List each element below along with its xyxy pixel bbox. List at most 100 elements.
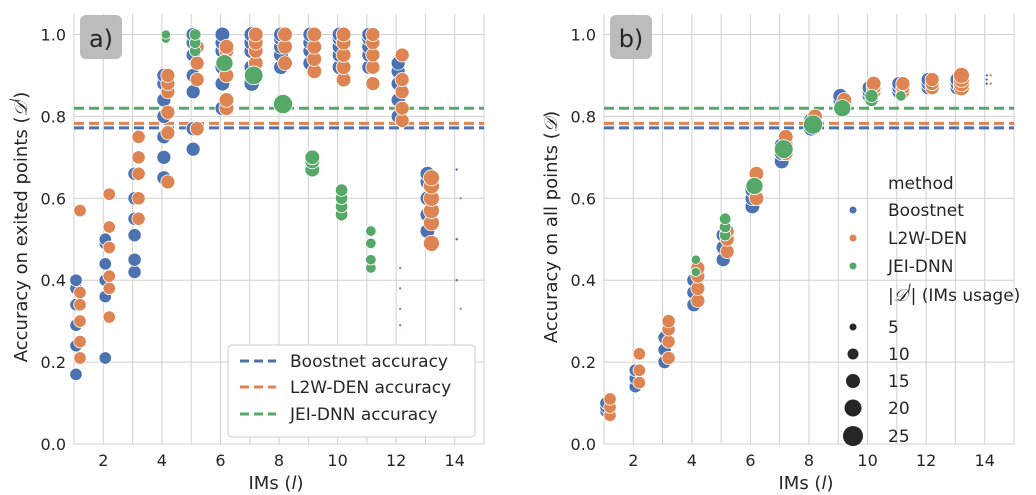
panel-b-label: b) — [619, 25, 644, 53]
legend-size-25-marker — [843, 426, 863, 446]
point-l2w-den — [365, 27, 381, 42]
point-l2w-den — [394, 100, 410, 116]
panel-b-y-label: Accuracy on all points (𝒟) — [541, 111, 562, 343]
point-boostnet — [455, 238, 458, 241]
point-l2w-den — [306, 26, 323, 43]
point-jei-dnn — [773, 139, 794, 159]
x-tick-label: 10 — [327, 451, 347, 470]
point-l2w-den — [632, 363, 646, 377]
legend-size-15-marker — [846, 374, 860, 388]
panel-b-ticks: 0.0 0.2 0.4 0.6 0.8 1.0 2 4 6 8 10 12 14 — [571, 25, 995, 470]
point-l2w-den — [131, 129, 146, 144]
legend-boostnet: Boostnet — [888, 201, 964, 221]
point-l2w-den — [895, 76, 911, 92]
x-tick-label: 14 — [445, 451, 465, 470]
point-boostnet — [69, 273, 83, 287]
point-l2w-den — [989, 82, 992, 85]
y-tick-label: 0.0 — [41, 435, 66, 454]
point-l2w-den — [73, 203, 87, 218]
y-tick-label: 0.4 — [41, 271, 66, 290]
x-tick-label: 2 — [98, 451, 108, 470]
point-boostnet — [185, 141, 201, 157]
point-l2w-den — [632, 347, 646, 361]
legend-size-25: 25 — [888, 427, 910, 447]
point-l2w-den — [102, 240, 116, 255]
point-boostnet — [98, 257, 112, 271]
point-l2w-den — [394, 72, 410, 87]
point-l2w-den — [924, 72, 940, 87]
y-tick-label: 0.2 — [571, 353, 596, 372]
point-l2w-den — [102, 220, 116, 234]
point-jei-dnn — [864, 88, 879, 103]
point-jei-dnn — [690, 266, 701, 278]
point-l2w-den — [247, 26, 264, 43]
y-tick-label: 1.0 — [571, 25, 596, 44]
legend-size-5: 5 — [888, 318, 899, 338]
point-l2w-den — [73, 314, 87, 328]
x-tick-label: 6 — [745, 451, 755, 470]
panel-a-legend: Boostnet accuracy L2W-DEN accuracy JEI-D… — [227, 344, 476, 438]
point-jei-dnn — [745, 177, 764, 195]
point-boostnet — [985, 82, 988, 85]
panel-a-points — [69, 26, 462, 382]
point-l2w-den — [131, 191, 146, 206]
point-l2w-den — [277, 55, 293, 71]
y-tick-label: 0.0 — [571, 435, 596, 454]
legend-jei-dnn: JEI-DNN — [887, 257, 953, 277]
panel-b-label-badge: b) — [610, 15, 652, 59]
point-l2w-den — [953, 67, 970, 84]
point-l2w-den — [102, 269, 116, 283]
legend-method-title: method — [888, 174, 954, 194]
point-l2w-den — [131, 166, 146, 181]
panel-b: 0.00.20.40.60.81.02 4 6 8 10 12 14 b) IMs (l) … — [541, 14, 1020, 494]
legend-l2w-den-marker — [849, 234, 857, 242]
point-l2w-den — [989, 74, 992, 77]
legend-l2w-den: L2W-DEN — [888, 229, 967, 249]
point-jei-dnn — [365, 254, 377, 266]
point-l2w-den — [632, 375, 646, 390]
panel-b-x-label: IMs (l) — [778, 473, 833, 494]
y-tick-label: 0.2 — [41, 353, 66, 372]
point-l2w-den — [394, 47, 410, 63]
point-l2w-den — [73, 285, 87, 300]
x-tick-label: 8 — [804, 451, 814, 470]
point-jei-dnn — [243, 65, 264, 86]
point-l2w-den — [335, 26, 352, 43]
panel-a: 0.00.20.40.60.81.02 4 6 8 10 12 14 a) IMs (l) … — [8, 14, 485, 494]
point-jei-dnn — [398, 307, 402, 311]
point-l2w-den — [160, 174, 176, 190]
legend-size-5-marker — [849, 323, 857, 331]
y-tick-label: 0.8 — [571, 107, 596, 126]
point-jei-dnn — [304, 149, 321, 166]
point-jei-dnn — [365, 225, 377, 237]
x-tick-label: 2 — [628, 451, 638, 470]
point-l2w-den — [189, 55, 205, 71]
point-l2w-den — [423, 169, 440, 187]
legend-boostnet-marker — [849, 206, 857, 214]
point-l2w-den — [459, 307, 462, 311]
point-l2w-den — [102, 281, 116, 296]
panel-a-y-label: Accuracy on exited points (𝒟l) — [8, 92, 32, 363]
legend-l2w-den-accuracy: L2W-DEN accuracy — [290, 378, 451, 398]
point-jei-dnn — [895, 90, 907, 102]
panel-b-legend: method Boostnet L2W-DEN JEI-DNN |𝒟l| (IM… — [843, 174, 1020, 447]
x-tick-label: 12 — [916, 451, 936, 470]
point-l2w-den — [189, 121, 205, 137]
point-jei-dnn — [160, 29, 171, 40]
point-l2w-den — [459, 197, 462, 200]
point-l2w-den — [218, 38, 235, 55]
point-jei-dnn — [690, 254, 701, 265]
legend-jei-dnn-accuracy: JEI-DNN accuracy — [289, 405, 438, 425]
point-jei-dnn — [928, 86, 932, 89]
point-boostnet — [127, 228, 142, 243]
x-tick-label: 8 — [274, 451, 284, 470]
point-jei-dnn — [398, 287, 402, 290]
point-boostnet — [98, 351, 112, 365]
x-tick-label: 10 — [857, 451, 877, 470]
point-l2w-den — [423, 234, 440, 252]
point-boostnet — [985, 78, 988, 81]
x-tick-label: 4 — [157, 451, 167, 470]
point-l2w-den — [102, 310, 116, 324]
point-boostnet — [985, 74, 988, 77]
